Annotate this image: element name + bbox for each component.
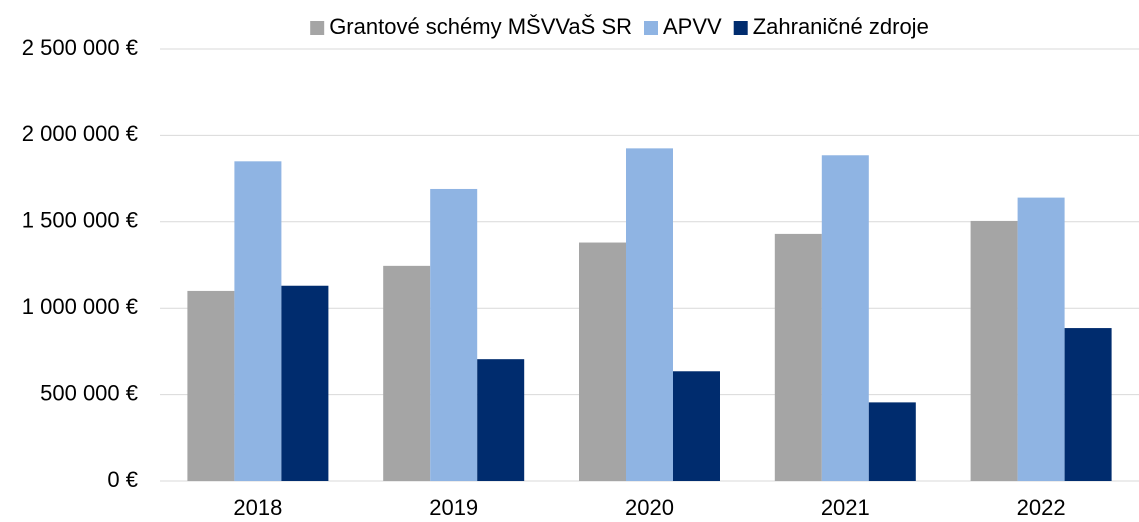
legend-swatch [310,21,325,35]
bar [477,359,525,481]
legend-swatch [733,21,748,35]
bar [673,371,720,481]
bar [430,188,478,481]
x-tick-label: 2021 [821,495,870,520]
bar [1017,197,1065,481]
bar [579,242,626,481]
bar [281,285,329,481]
y-tick-label: 1 500 000 € [22,208,138,233]
bar [821,155,869,481]
bar [868,402,916,481]
bar [1064,328,1112,481]
bar [383,265,431,481]
y-tick-label: 0 € [107,467,138,492]
y-tick-label: 2 500 000 € [22,35,138,60]
legend-swatch [644,21,658,35]
legend-label: APVV [663,14,722,39]
legend-label: Grantové schémy MŠVVaŠ SR [329,14,632,39]
x-tick-label: 2019 [429,495,478,520]
legend-label: Zahraničné zdroje [753,14,929,39]
bar [187,290,235,481]
y-tick-label: 1 000 000 € [22,294,138,319]
y-tick-label: 2 000 000 € [22,121,138,146]
bar [626,148,673,482]
bar [234,161,282,481]
x-tick-label: 2022 [1017,495,1066,520]
bar [774,233,822,481]
legend: Grantové schémy MŠVVaŠ SR APVV Zahraničné … [310,14,929,39]
x-tick-label: 2018 [233,495,282,520]
y-tick-label: 500 000 € [40,380,138,405]
x-tick-label: 2020 [625,495,674,520]
bar [970,220,1018,481]
